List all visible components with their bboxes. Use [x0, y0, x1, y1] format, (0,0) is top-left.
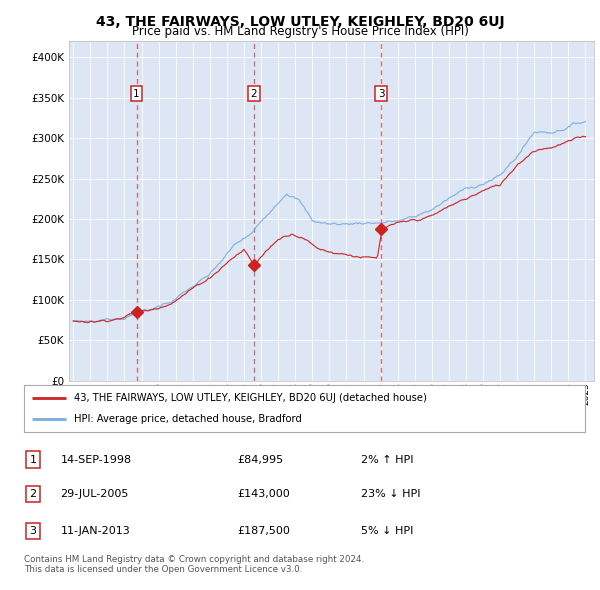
Text: £143,000: £143,000: [237, 489, 290, 499]
Text: £187,500: £187,500: [237, 526, 290, 536]
Text: 3: 3: [29, 526, 37, 536]
Text: 2: 2: [29, 489, 37, 499]
Text: 1: 1: [133, 89, 140, 99]
Text: 2: 2: [251, 89, 257, 99]
Text: Contains HM Land Registry data © Crown copyright and database right 2024.
This d: Contains HM Land Registry data © Crown c…: [24, 555, 364, 574]
Text: 43, THE FAIRWAYS, LOW UTLEY, KEIGHLEY, BD20 6UJ (detached house): 43, THE FAIRWAYS, LOW UTLEY, KEIGHLEY, B…: [74, 393, 427, 403]
Text: 11-JAN-2013: 11-JAN-2013: [61, 526, 130, 536]
Text: Price paid vs. HM Land Registry's House Price Index (HPI): Price paid vs. HM Land Registry's House …: [131, 25, 469, 38]
Text: 29-JUL-2005: 29-JUL-2005: [61, 489, 129, 499]
Text: 2% ↑ HPI: 2% ↑ HPI: [361, 455, 413, 464]
Text: 3: 3: [378, 89, 385, 99]
Text: 5% ↓ HPI: 5% ↓ HPI: [361, 526, 413, 536]
Text: £84,995: £84,995: [237, 455, 283, 464]
Text: 23% ↓ HPI: 23% ↓ HPI: [361, 489, 420, 499]
Text: 43, THE FAIRWAYS, LOW UTLEY, KEIGHLEY, BD20 6UJ: 43, THE FAIRWAYS, LOW UTLEY, KEIGHLEY, B…: [95, 15, 505, 29]
Text: 14-SEP-1998: 14-SEP-1998: [61, 455, 131, 464]
Text: HPI: Average price, detached house, Bradford: HPI: Average price, detached house, Brad…: [74, 414, 302, 424]
Text: 1: 1: [29, 455, 37, 464]
